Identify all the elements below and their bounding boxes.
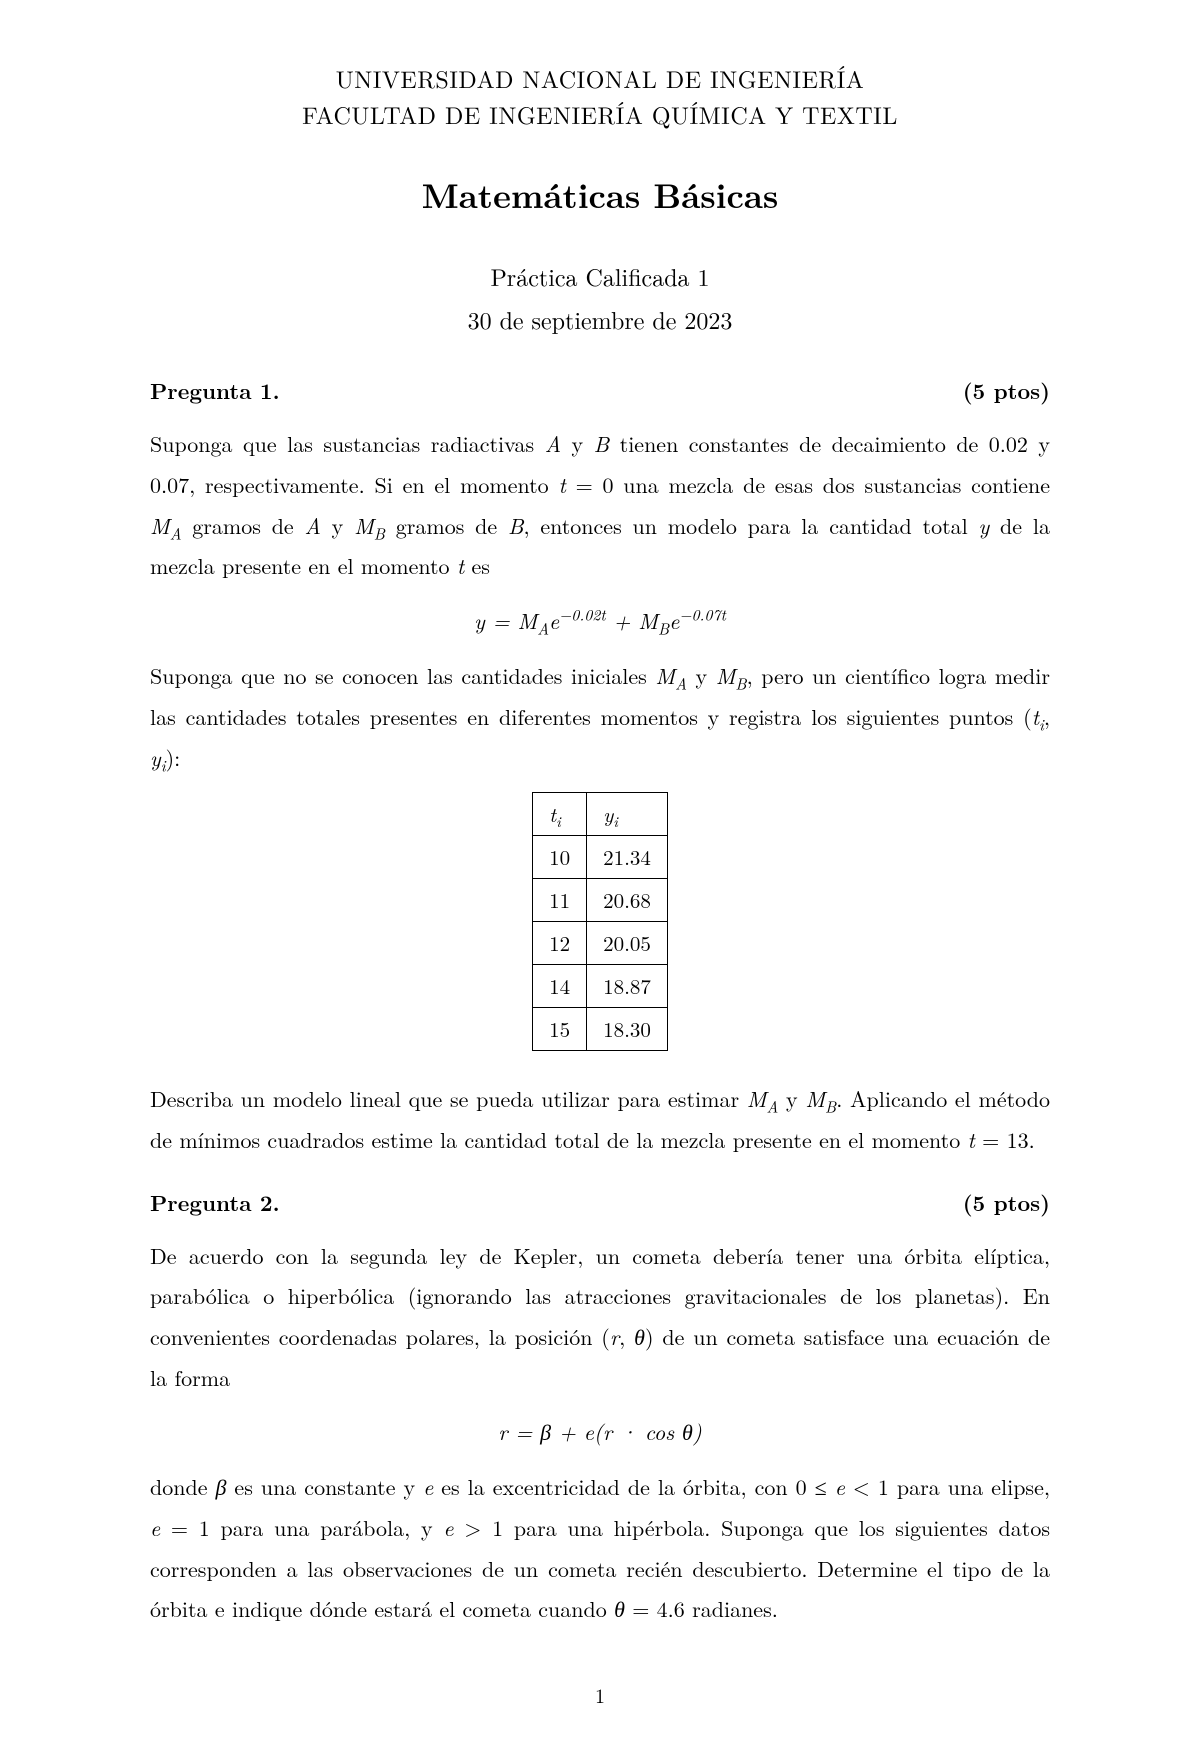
course-title: Matemáticas Básicas [150, 170, 1050, 219]
cell-y: 20.68 [587, 879, 668, 922]
table-header-t: ti [533, 793, 587, 836]
question-2-para-2: donde β es una constante y e es la excen… [150, 1467, 1050, 1630]
question-1-table: ti yi 10 21.34 11 20.68 12 20.05 14 18.8… [532, 792, 668, 1051]
question-1-para-3: Describa un modelo lineal que se pueda u… [150, 1079, 1050, 1160]
table-row: 15 18.30 [533, 1008, 668, 1051]
question-2-equation: r = β + e(r · cos θ) [150, 1416, 1050, 1447]
table-header-row: ti yi [533, 793, 668, 836]
cell-t: 15 [533, 1008, 587, 1051]
cell-y: 18.30 [587, 1008, 668, 1051]
exam-label: Práctica Calificada 1 [150, 255, 1050, 298]
cell-t: 14 [533, 965, 587, 1008]
question-2-para-1: De acuerdo con la segunda ley de Kepler,… [150, 1236, 1050, 1399]
question-1-points: (5 ptos) [963, 375, 1050, 406]
question-2: Pregunta 2. (5 ptos) De acuerdo con la s… [150, 1187, 1050, 1631]
cell-y: 18.87 [587, 965, 668, 1008]
table-header-y: yi [587, 793, 668, 836]
page-number: 1 [150, 1680, 1050, 1709]
question-1-para-2: Suponga que no se conocen las cantidades… [150, 656, 1050, 778]
exam-date: 30 de septiembre de 2023 [150, 298, 1050, 341]
cell-t: 12 [533, 922, 587, 965]
question-2-label: Pregunta 2. [150, 1187, 280, 1218]
question-1-label: Pregunta 1. [150, 375, 280, 406]
faculty-name: FACULTAD DE INGENIERÍA QUÍMICA Y TEXTIL [150, 96, 1050, 132]
table-row: 14 18.87 [533, 965, 668, 1008]
cell-t: 11 [533, 879, 587, 922]
cell-y: 20.05 [587, 922, 668, 965]
table-row: 12 20.05 [533, 922, 668, 965]
question-2-header: Pregunta 2. (5 ptos) [150, 1187, 1050, 1218]
cell-y: 21.34 [587, 836, 668, 879]
question-1-header: Pregunta 1. (5 ptos) [150, 375, 1050, 406]
question-1-para-1: Suponga que las sustancias radiactivas A… [150, 424, 1050, 587]
table-row: 10 21.34 [533, 836, 668, 879]
table-row: 11 20.68 [533, 879, 668, 922]
question-1-equation: y = MAe−0.02t + MBe−0.07t [150, 605, 1050, 636]
question-2-points: (5 ptos) [963, 1187, 1050, 1218]
table-body: 10 21.34 11 20.68 12 20.05 14 18.87 15 1… [533, 836, 668, 1051]
question-1: Pregunta 1. (5 ptos) Suponga que las sus… [150, 375, 1050, 1160]
document-header: UNIVERSIDAD NACIONAL DE INGENIERÍA FACUL… [150, 60, 1050, 341]
cell-t: 10 [533, 836, 587, 879]
university-name: UNIVERSIDAD NACIONAL DE INGENIERÍA [150, 60, 1050, 96]
